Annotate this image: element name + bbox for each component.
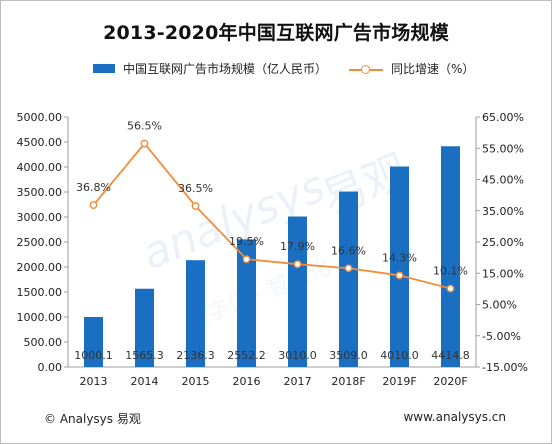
- y-left-tick-label: 1000.00: [17, 311, 63, 324]
- bar-value-label: 2136.3: [176, 349, 215, 362]
- y-left-tick-label: 3500.00: [17, 186, 63, 199]
- legend-bar-swatch: [93, 64, 115, 73]
- bar: [441, 146, 460, 367]
- x-tick-label: 2014: [131, 375, 159, 388]
- y-left-tick-label: 5000.00: [17, 111, 63, 124]
- y-right-tick-label: -15.00%: [482, 361, 528, 374]
- y-left-tick-label: 2500.00: [17, 236, 63, 249]
- analysys-watermark: analysys 易观 数字化 · 智能化: [135, 145, 416, 336]
- growth-value-label: 16.6%: [331, 244, 366, 257]
- bar-value-label: 4414.8: [431, 349, 470, 362]
- growth-point: [344, 264, 353, 273]
- growth-value-label: 14.3%: [382, 251, 417, 264]
- growth-line: [92, 142, 451, 290]
- y-right-tick-label: -5.00%: [482, 330, 521, 343]
- y-left-tick-label: 4000.00: [17, 161, 63, 174]
- bar-value-label: 1565.3: [125, 349, 164, 362]
- growth-value-label: 36.8%: [76, 181, 111, 194]
- y-right-tick-label: 55.00%: [482, 142, 524, 155]
- y-right-tick-label: 25.00%: [482, 236, 524, 249]
- legend-bar-label: 中国互联网广告市场规模（亿人民币）: [123, 62, 328, 76]
- footer-website[interactable]: www.analysys.cn: [403, 410, 506, 424]
- bar-value-label: 3010.0: [278, 349, 317, 362]
- bar: [237, 239, 256, 367]
- y-right-tick-label: 15.00%: [482, 267, 524, 280]
- growth-point: [395, 271, 404, 280]
- svg-text:数字化 · 智能化: 数字化 · 智能化: [183, 255, 334, 335]
- y-left-tick-label: 3000.00: [17, 211, 63, 224]
- growth-point: [242, 255, 251, 264]
- legend-line-label: 同比增速（%）: [391, 62, 475, 76]
- x-tick-label: 2013: [80, 375, 108, 388]
- bar: [390, 166, 409, 367]
- growth-value-label: 17.9%: [280, 240, 315, 253]
- bar-value-label: 3509.0: [329, 349, 368, 362]
- x-tick-label: 2018F: [331, 375, 365, 388]
- bar: [135, 288, 154, 367]
- chart-legend: 中国互联网广告市场规模（亿人民币） 同比增速（%）: [0, 60, 552, 82]
- y-left-tick-label: 1500.00: [17, 286, 63, 299]
- y-left-tick-label: 500.00: [24, 336, 63, 349]
- x-tick-label: 2019F: [382, 375, 416, 388]
- y-left-tick-label: 0.00: [38, 361, 63, 374]
- y-left-tick-label: 4500.00: [17, 136, 63, 149]
- growth-value-label: 10.1%: [433, 265, 468, 278]
- legend-item-line: 同比增速（%）: [349, 60, 474, 77]
- growth-value-label: 36.5%: [178, 182, 213, 195]
- growth-value-label: 56.5%: [127, 120, 162, 133]
- legend-item-bar: 中国互联网广告市场规模（亿人民币）: [93, 60, 327, 77]
- bar: [288, 216, 307, 367]
- y-left-tick-label: 2000.00: [17, 261, 63, 274]
- growth-value-label: 19.5%: [229, 235, 264, 248]
- bar-value-label: 2552.2: [227, 349, 266, 362]
- bar: [84, 316, 103, 367]
- y-right-tick-label: 45.00%: [482, 174, 524, 187]
- x-tick-label: 2016: [233, 375, 261, 388]
- growth-point: [89, 201, 98, 210]
- x-tick-label: 2020F: [433, 375, 467, 388]
- y-right-tick-label: 65.00%: [482, 111, 524, 124]
- legend-line-swatch: [349, 64, 383, 74]
- y-right-tick-label: 35.00%: [482, 205, 524, 218]
- x-tick-label: 2015: [182, 375, 210, 388]
- growth-point: [446, 284, 455, 293]
- footer-copyright: © Analysys 易观: [44, 412, 141, 426]
- bar-value-label: 4010.0: [380, 349, 419, 362]
- growth-point: [140, 139, 149, 148]
- bar: [186, 260, 205, 367]
- x-tick-label: 2017: [284, 375, 312, 388]
- growth-point: [293, 260, 302, 269]
- chart-title: 2013-2020年中国互联网广告市场规模: [103, 22, 449, 44]
- bar-value-label: 1000.1: [74, 349, 113, 362]
- y-right-tick-label: 5.00%: [482, 299, 517, 312]
- bar: [339, 191, 358, 367]
- growth-point: [191, 202, 200, 210]
